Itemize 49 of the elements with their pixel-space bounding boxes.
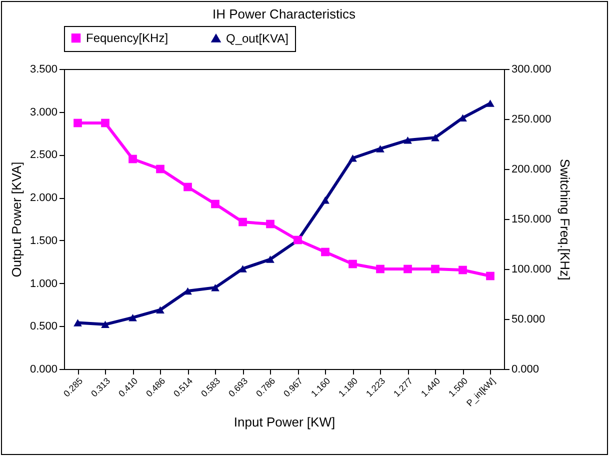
y-tick-label: 0.500: [30, 320, 58, 333]
point: [128, 154, 137, 164]
point: [74, 319, 82, 326]
legend-label: Fequency[KHz]: [86, 31, 168, 46]
point: [101, 118, 110, 128]
chart-title: IH Power Characteristics: [212, 6, 356, 22]
y-tick-label: 3.000: [30, 106, 58, 118]
y2-tick-label: 0.000: [512, 364, 540, 376]
point: [128, 314, 137, 322]
point: [431, 134, 440, 142]
point: [238, 218, 247, 226]
point: [404, 136, 412, 144]
point: [321, 196, 330, 204]
point: [376, 264, 384, 274]
y2-tick-label: 50.000: [512, 314, 546, 326]
point: [486, 100, 494, 107]
point: [376, 145, 384, 152]
point: [211, 284, 220, 292]
point: [266, 220, 274, 228]
point: [211, 200, 220, 208]
point: [184, 287, 192, 295]
legend-label: Q_out[KVA]: [226, 31, 288, 46]
point: [101, 320, 110, 328]
y-tick-label: 1.000: [30, 278, 58, 290]
point: [266, 256, 274, 263]
point: [348, 154, 357, 162]
y2-axis-title: Switching Freq.[KHz]: [557, 158, 572, 280]
y-tick-label: 0.000: [30, 364, 58, 376]
x-axis-title: Input Power [KW]: [234, 414, 336, 430]
y2-tick-label: 250.000: [512, 114, 552, 126]
y-tick-label: 2.000: [30, 192, 58, 204]
y2-tick-label: 150.000: [512, 214, 552, 226]
point: [404, 264, 412, 274]
y2-tick-label: 200.000: [512, 164, 552, 176]
point: [184, 182, 192, 192]
point: [458, 266, 467, 274]
y2-tick-label: 100.000: [512, 264, 552, 276]
point: [486, 272, 494, 280]
point: [348, 260, 357, 268]
point: [431, 264, 440, 274]
y-axis-title: Output Power [KVA]: [8, 162, 24, 278]
point: [156, 306, 164, 314]
point: [74, 118, 82, 128]
y-tick-label: 1.500: [30, 234, 58, 247]
point: [156, 164, 164, 174]
y-tick-label: 2.500: [30, 149, 58, 162]
point: [321, 248, 330, 256]
y2-tick-label: 300.000: [512, 64, 552, 76]
y-tick-label: 3.500: [30, 64, 58, 76]
